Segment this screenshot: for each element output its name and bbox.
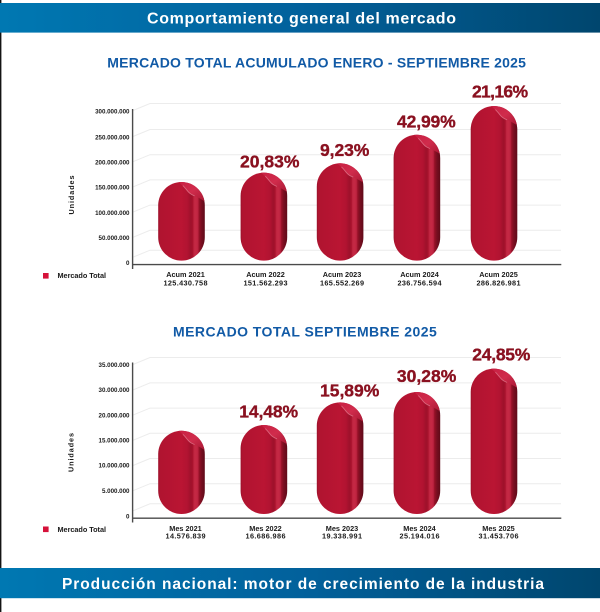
svg-text:14.576.839: 14.576.839	[166, 532, 206, 541]
svg-text:Mes 2022: Mes 2022	[249, 524, 281, 533]
svg-text:Acum 2025: Acum 2025	[479, 270, 518, 279]
svg-text:236.756.594: 236.756.594	[398, 279, 443, 288]
svg-text:19.338.991: 19.338.991	[322, 532, 362, 541]
svg-text:16.686.986: 16.686.986	[246, 532, 286, 541]
svg-text:20.000.000: 20.000.000	[99, 412, 131, 419]
svg-text:10.000.000: 10.000.000	[99, 463, 131, 470]
svg-text:100.000.000: 100.000.000	[95, 210, 130, 217]
svg-text:5.000.000: 5.000.000	[102, 488, 130, 495]
svg-text:0: 0	[126, 260, 130, 267]
svg-text:20,83%: 20,83%	[240, 152, 300, 172]
svg-text:21,16%: 21,16%	[472, 82, 528, 102]
svg-text:Mes 2024: Mes 2024	[403, 524, 436, 533]
svg-text:15.000.000: 15.000.000	[99, 438, 131, 445]
svg-text:35.000.000: 35.000.000	[99, 362, 131, 369]
svg-text:MERCADO TOTAL ACUMULADO ENERO: MERCADO TOTAL ACUMULADO ENERO - SEPTIEMB…	[107, 55, 526, 71]
svg-text:125.430.758: 125.430.758	[164, 279, 208, 288]
svg-text:Acum 2023: Acum 2023	[323, 270, 362, 279]
svg-text:Mercado Total: Mercado Total	[58, 525, 107, 534]
svg-text:25.194.016: 25.194.016	[400, 532, 440, 541]
svg-text:24,85%: 24,85%	[472, 344, 530, 364]
svg-text:Mes 2023: Mes 2023	[326, 524, 358, 533]
svg-text:Unidades: Unidades	[67, 433, 76, 472]
svg-text:31.453.706: 31.453.706	[479, 532, 519, 541]
svg-text:30,28%: 30,28%	[397, 366, 457, 386]
svg-text:14,48%: 14,48%	[239, 401, 298, 421]
svg-text:Mes 2025: Mes 2025	[482, 524, 514, 533]
svg-text:200.000.000: 200.000.000	[95, 160, 130, 167]
svg-text:Mes 2021: Mes 2021	[169, 524, 201, 533]
svg-text:50.000.000: 50.000.000	[99, 235, 131, 242]
svg-text:MERCADO TOTAL SEPTIEMBRE 2025: MERCADO TOTAL SEPTIEMBRE 2025	[173, 324, 437, 340]
svg-text:15,89%: 15,89%	[320, 381, 380, 401]
svg-text:0: 0	[126, 514, 130, 521]
svg-text:Comportamiento general del mer: Comportamiento general del mercado	[147, 10, 456, 27]
svg-text:150.000.000: 150.000.000	[95, 185, 130, 192]
svg-text:151.562.293: 151.562.293	[244, 279, 288, 288]
svg-text:Mercado Total: Mercado Total	[58, 271, 107, 280]
svg-text:9,23%: 9,23%	[320, 140, 370, 160]
svg-text:286.826.981: 286.826.981	[477, 279, 521, 288]
svg-text:165.552.269: 165.552.269	[320, 279, 364, 288]
svg-text:42,99%: 42,99%	[397, 112, 456, 132]
svg-text:30.000.000: 30.000.000	[99, 387, 131, 394]
svg-text:Producción nacional: motor de: Producción nacional: motor de crecimient…	[62, 576, 544, 593]
svg-text:Acum 2024: Acum 2024	[400, 270, 439, 279]
svg-text:Unidades: Unidades	[67, 176, 76, 215]
svg-text:Acum 2021: Acum 2021	[166, 270, 205, 279]
svg-text:250.000.000: 250.000.000	[95, 134, 130, 141]
svg-text:300.000.000: 300.000.000	[95, 108, 130, 115]
svg-text:Acum 2022: Acum 2022	[246, 270, 285, 279]
